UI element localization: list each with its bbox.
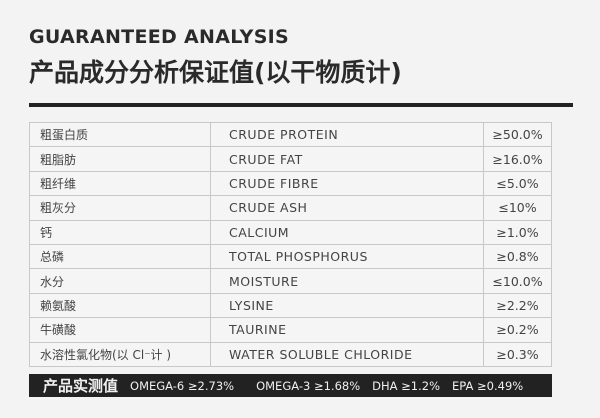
nutrient-name-en: WATER SOLUBLE CHLORIDE <box>210 341 484 367</box>
table-row: 钙 CALCIUM ≥1.0% <box>29 219 552 245</box>
nutrient-name-cn: 粗纤维 <box>29 170 211 197</box>
table-row: 粗脂肪 CRUDE FAT ≥16.0% <box>29 146 552 172</box>
epa-value: EPA ≥0.49% <box>452 378 524 393</box>
nutrient-name-en: TAURINE <box>210 317 484 343</box>
nutrient-name-en: CALCIUM <box>210 219 484 245</box>
nutrient-name-cn: 钙 <box>29 219 211 245</box>
table-row: 牛磺酸 TAURINE ≥0.2% <box>29 317 552 343</box>
nutrient-name-en: CRUDE ASH <box>210 195 484 221</box>
nutrient-value: ≥0.8% <box>483 243 552 270</box>
measured-values-label: 产品实测值 <box>43 377 119 395</box>
nutrient-name-cn: 赖氨酸 <box>29 292 211 319</box>
nutrient-value: ≤5.0% <box>483 170 552 197</box>
title-divider <box>29 103 573 107</box>
nutrient-name-cn: 粗脂肪 <box>29 146 211 172</box>
table-row: 水分 MOISTURE ≤10.0% <box>29 268 552 294</box>
nutrient-value: ≥2.2% <box>483 292 552 319</box>
nutrient-value: ≥1.0% <box>483 219 552 245</box>
nutrient-name-en: MOISTURE <box>210 268 484 294</box>
nutrient-name-en: CRUDE PROTEIN <box>210 121 484 148</box>
nutrient-name-cn: 粗灰分 <box>29 195 211 221</box>
nutrient-name-cn: 牛磺酸 <box>29 317 211 343</box>
nutrient-value: ≤10.0% <box>483 268 552 294</box>
nutrient-value: ≤10% <box>483 195 552 221</box>
table-row: 粗蛋白质 CRUDE PROTEIN ≥50.0% <box>29 121 552 148</box>
measured-values-bar: 产品实测值 OMEGA-6 ≥2.73% OMEGA-3 ≥1.68% DHA … <box>29 374 552 397</box>
table-row: 粗纤维 CRUDE FIBRE ≤5.0% <box>29 170 552 197</box>
nutrient-value: ≥0.3% <box>483 341 552 367</box>
nutrient-name-cn: 水分 <box>29 268 211 294</box>
title-chinese: 产品成分分析保证值(以干物质计) <box>29 58 402 87</box>
table-row: 赖氨酸 LYSINE ≥2.2% <box>29 292 552 319</box>
nutrient-name-en: CRUDE FIBRE <box>210 170 484 197</box>
nutrient-value: ≥16.0% <box>483 146 552 172</box>
table-row: 总磷 TOTAL PHOSPHORUS ≥0.8% <box>29 243 552 270</box>
nutrient-name-en: TOTAL PHOSPHORUS <box>210 243 484 270</box>
table-row: 粗灰分 CRUDE ASH ≤10% <box>29 195 552 221</box>
nutrient-name-cn: 粗蛋白质 <box>29 121 211 148</box>
nutrient-value: ≥0.2% <box>483 317 552 343</box>
nutrient-name-cn: 水溶性氯化物(以 Cl⁻计 ) <box>29 341 211 367</box>
analysis-table: 粗蛋白质 CRUDE PROTEIN ≥50.0% 粗脂肪 CRUDE FAT ≥16.0… <box>29 121 552 367</box>
dha-value: DHA ≥1.2% <box>372 378 441 393</box>
omega6-value: OMEGA-6 ≥2.73% <box>130 378 235 393</box>
omega3-value: OMEGA-3 ≥1.68% <box>256 378 361 393</box>
table-row: 水溶性氯化物(以 Cl⁻计 ) WATER SOLUBLE CHLORIDE ≥0.… <box>29 341 552 367</box>
nutrient-name-en: CRUDE FAT <box>210 146 484 172</box>
nutrient-name-en: LYSINE <box>210 292 484 319</box>
nutrient-name-cn: 总磷 <box>29 243 211 270</box>
title-english: GUARANTEED ANALYSIS <box>29 26 290 48</box>
nutrient-value: ≥50.0% <box>483 121 552 148</box>
